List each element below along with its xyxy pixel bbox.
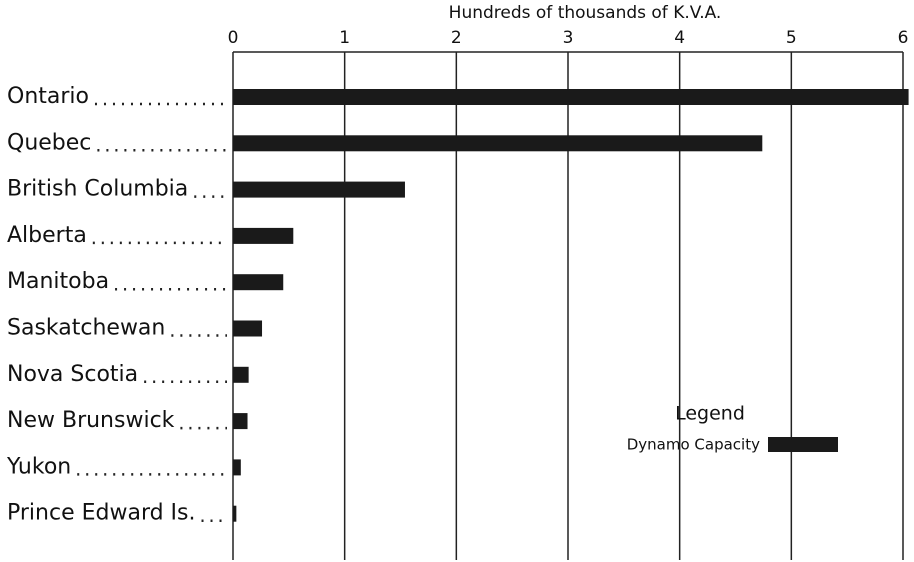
category-label: Nova Scotia xyxy=(7,362,138,387)
x-tick-label: 4 xyxy=(674,28,685,48)
bar xyxy=(233,135,763,152)
category-label: Manitoba xyxy=(7,269,109,294)
category-label: Prince Edward Is. xyxy=(7,501,196,526)
category-label: Alberta xyxy=(7,223,87,248)
bar xyxy=(233,459,241,476)
x-tick-label: 6 xyxy=(898,28,909,48)
x-tick-label: 1 xyxy=(339,28,350,48)
category-label: New Brunswick xyxy=(7,408,175,433)
bar xyxy=(233,505,237,522)
bar xyxy=(233,274,284,291)
category-label: Quebec xyxy=(7,130,91,155)
legend-swatch xyxy=(768,437,838,452)
category-label: British Columbia xyxy=(7,177,188,202)
axis-title: Hundreds of thousands of K.V.A. xyxy=(449,3,722,23)
x-tick-label: 3 xyxy=(563,28,574,48)
bar xyxy=(233,89,909,105)
x-tick-label: 5 xyxy=(786,28,797,48)
bar xyxy=(233,181,405,198)
category-label: Ontario xyxy=(7,84,89,109)
bar xyxy=(233,366,249,383)
category-label: Yukon xyxy=(6,454,71,479)
bar xyxy=(233,227,294,244)
x-tick-label: 2 xyxy=(451,28,462,48)
category-label: Saskatchewan xyxy=(7,316,165,341)
x-tick-label: 0 xyxy=(228,28,239,48)
legend-label: Dynamo Capacity xyxy=(627,436,760,454)
legend-title: Legend xyxy=(675,403,745,425)
bar xyxy=(233,413,248,430)
bar xyxy=(233,320,263,337)
